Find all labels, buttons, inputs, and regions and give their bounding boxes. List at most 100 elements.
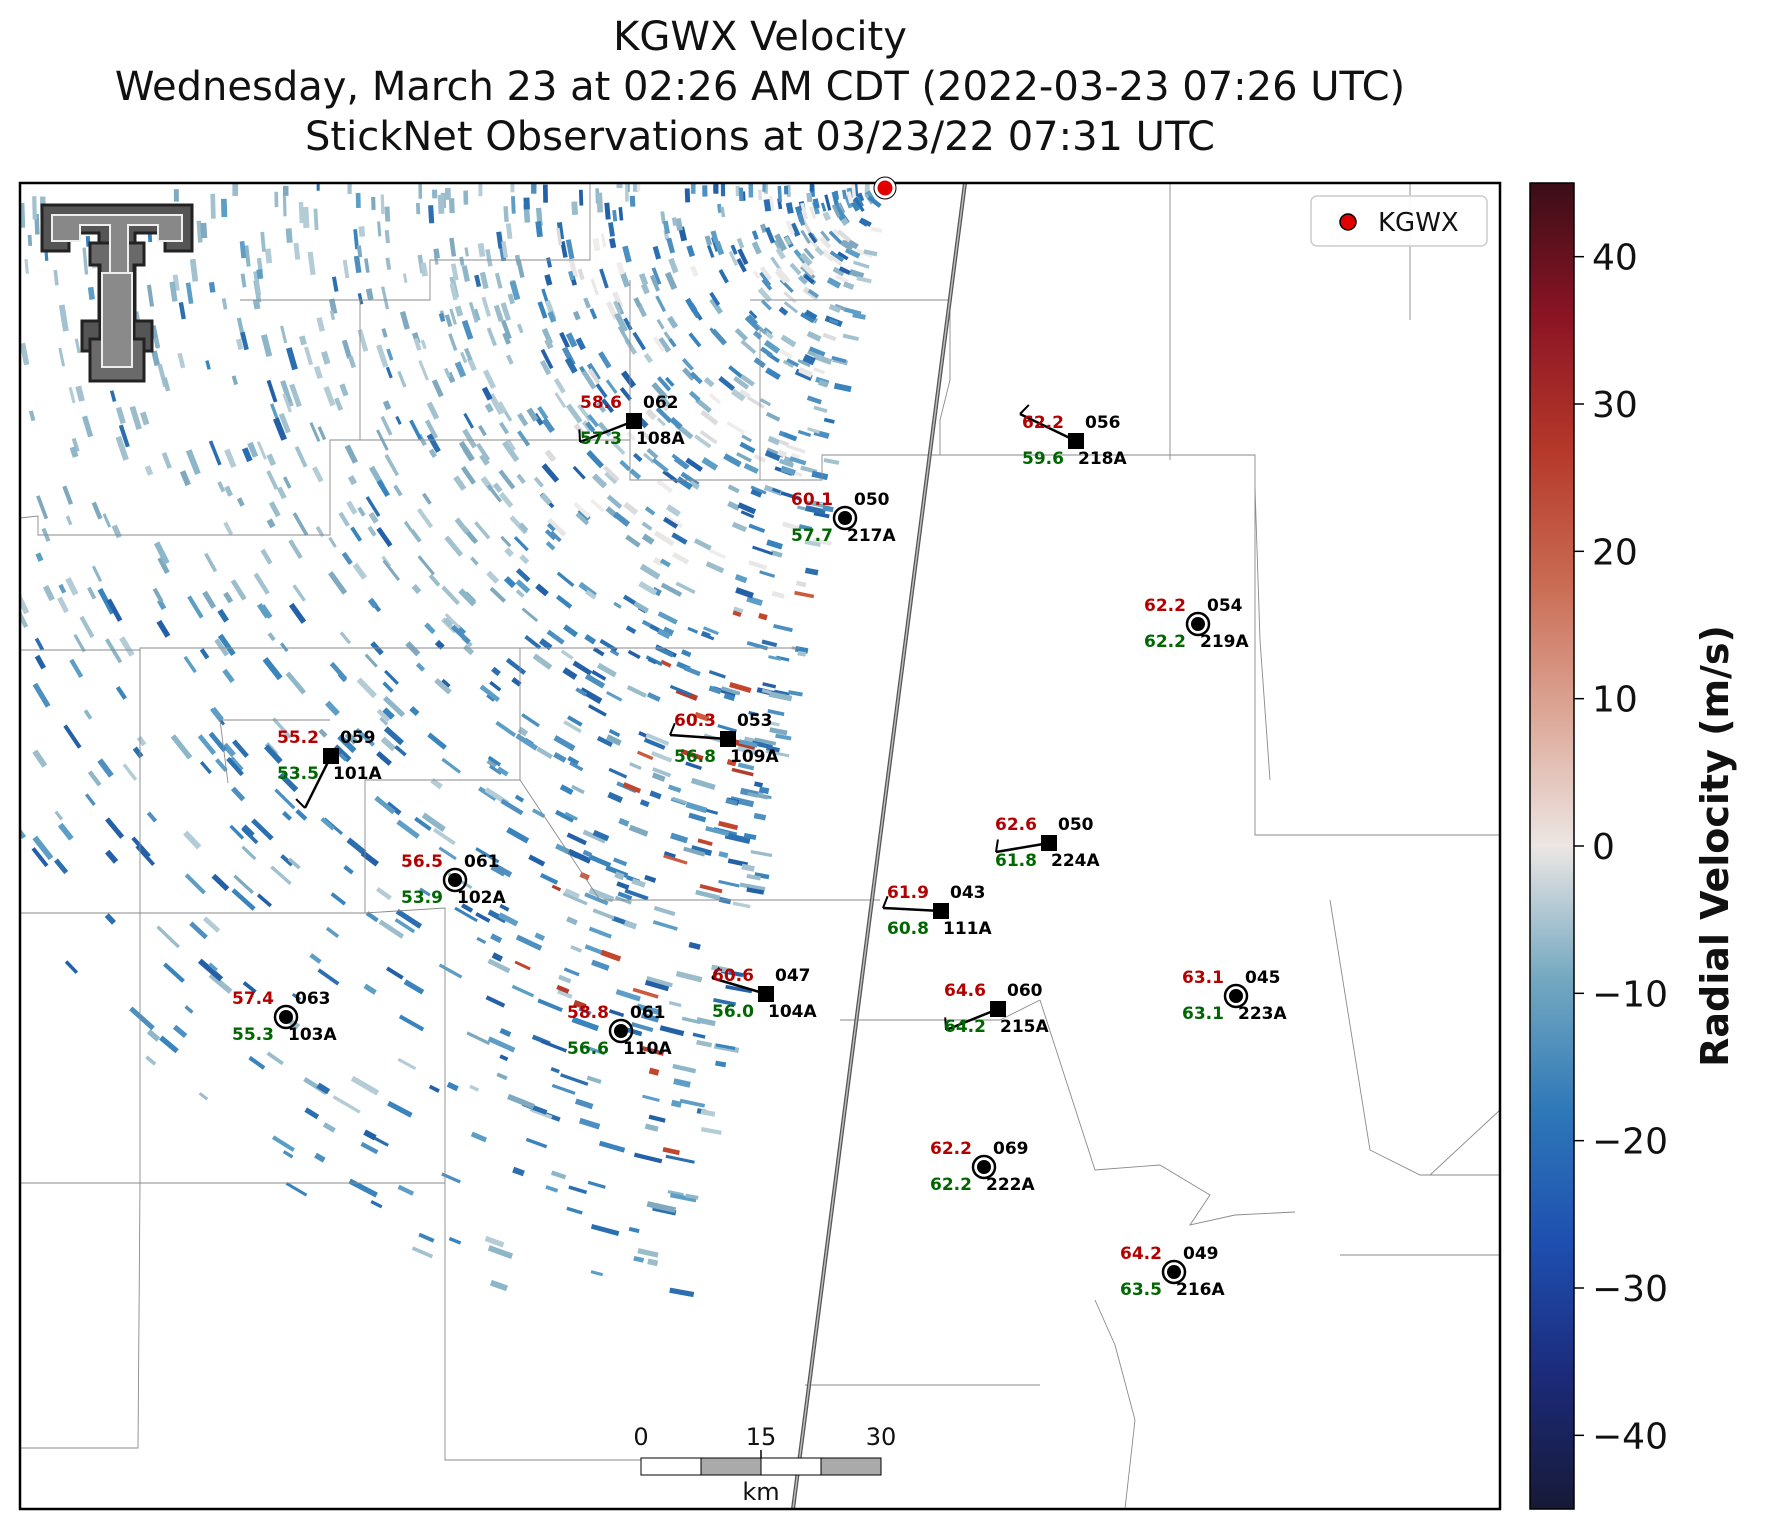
texas-tech-double-t-logo: [40, 203, 194, 383]
station-dewpoint: 53.9: [401, 888, 443, 908]
station-104A: 60.6 047 56.0 104A: [711, 966, 817, 1022]
station-marker-square: [1068, 433, 1084, 449]
station-marker-square: [323, 748, 339, 764]
station-marker-square: [626, 413, 642, 429]
station-id: 217A: [847, 526, 896, 546]
station-temperature: 62.2: [930, 1139, 972, 1159]
station-marker-calm: [608, 1018, 634, 1044]
station-marker-square: [720, 731, 736, 747]
colorbar-tick-label: 30: [1592, 385, 1638, 426]
scale-label-0: 0: [633, 1423, 648, 1451]
colorbar-tick-label: −30: [1592, 1269, 1668, 1310]
station-215A: 64.6 060 64.2 215A: [944, 981, 1049, 1037]
station-marker-calm: [442, 867, 468, 893]
station-dewpoint: 63.1: [1182, 1004, 1224, 1024]
station-marker-square: [1041, 835, 1057, 851]
station-wind-direction: 059: [340, 728, 376, 748]
colorbar-tick-label: −20: [1592, 1122, 1668, 1163]
station-wind-direction: 061: [464, 852, 500, 872]
wind-barb: [303, 755, 333, 809]
station-dewpoint: 61.8: [995, 851, 1037, 871]
wind-barb: [995, 841, 1050, 854]
station-temperature: 64.6: [944, 981, 986, 1001]
legend-marker: [1339, 213, 1357, 231]
station-dewpoint: 62.2: [930, 1175, 972, 1195]
station-dewpoint: 63.5: [1120, 1280, 1162, 1300]
station-id: 104A: [768, 1002, 817, 1022]
station-id: 216A: [1176, 1280, 1225, 1300]
station-110A: 58.8 061 56.6 110A: [567, 1003, 672, 1059]
station-dewpoint: 56.0: [712, 1002, 754, 1022]
title-line-1: KGWX Velocity: [613, 14, 907, 60]
station-id: 222A: [986, 1175, 1035, 1195]
wind-barb: [669, 733, 729, 741]
station-dewpoint: 56.6: [567, 1039, 609, 1059]
scale-bar: 0 15 30 km: [633, 1423, 896, 1506]
station-id: 215A: [1000, 1017, 1049, 1037]
station-wind-direction: 056: [1085, 413, 1121, 433]
station-109A: 60.3 053 56.8 109A: [669, 711, 779, 767]
wind-barb: [945, 1007, 999, 1032]
wind-barb: [711, 976, 767, 996]
station-id: 110A: [623, 1039, 672, 1059]
station-id: 108A: [636, 429, 685, 449]
title-line-2: Wednesday, March 23 at 02:26 AM CDT (202…: [114, 64, 1406, 110]
station-id: 103A: [288, 1025, 337, 1045]
station-temperature: 60.3: [674, 711, 716, 731]
legend-label: KGWX: [1378, 208, 1459, 238]
station-223A: 63.1 045 63.1 223A: [1182, 968, 1287, 1024]
station-108A: 58.6 062 57.3 108A: [578, 393, 685, 449]
station-marker-calm: [971, 1154, 997, 1180]
station-temperature: 60.1: [791, 490, 833, 510]
station-wind-direction: 050: [1058, 815, 1094, 835]
station-216A: 64.2 049 63.5 216A: [1120, 1244, 1225, 1300]
colorbar-gradient: [1529, 182, 1575, 1510]
map-frame: [18, 181, 1502, 1511]
station-wind-direction: 063: [295, 989, 331, 1009]
station-dewpoint: 64.2: [944, 1017, 986, 1037]
radar-velocity-field: [20, 183, 883, 1298]
station-dewpoint: 55.3: [232, 1025, 274, 1045]
station-id: 111A: [943, 919, 992, 939]
legend-box: KGWX: [1310, 195, 1488, 247]
station-marker-square: [758, 986, 774, 1002]
colorbar-ticks: 40 30 20 10 0 −10 −20 −30 −40: [1574, 238, 1668, 1457]
station-wind-direction: 049: [1183, 1244, 1219, 1264]
colorbar-tick-label: 10: [1592, 680, 1638, 721]
scale-label-30: 30: [866, 1423, 897, 1451]
station-id: 102A: [457, 888, 506, 908]
station-marker-calm: [1223, 983, 1249, 1009]
station-111A: 61.9 043 60.8 111A: [882, 883, 992, 939]
station-marker-square: [933, 903, 949, 919]
station-217A: 60.1 050 57.7 217A: [791, 490, 896, 546]
station-temperature: 58.8: [567, 1003, 609, 1023]
station-temperature: 62.2: [1022, 413, 1064, 433]
station-wind-direction: 054: [1207, 596, 1243, 616]
station-marker-calm: [273, 1004, 299, 1030]
station-marker-square: [990, 1001, 1006, 1017]
station-id: 101A: [333, 764, 382, 784]
station-dewpoint: 56.8: [674, 747, 716, 767]
station-wind-direction: 062: [643, 393, 679, 413]
station-wind-direction: 043: [950, 883, 986, 903]
station-id: 224A: [1051, 851, 1100, 871]
station-wind-direction: 060: [1007, 981, 1043, 1001]
station-id: 109A: [730, 747, 779, 767]
wind-barb: [579, 419, 635, 444]
station-temperature: 61.9: [887, 883, 929, 903]
station-wind-direction: 069: [993, 1139, 1029, 1159]
station-222A: 62.2 069 62.2 222A: [930, 1139, 1035, 1195]
title-line-3: StickNet Observations at 03/23/22 07:31 …: [305, 114, 1215, 160]
colorbar-tick-label: −10: [1592, 974, 1668, 1015]
colorbar-tick-label: 20: [1592, 532, 1638, 573]
station-101A: 55.2 059 53.5 101A: [277, 728, 382, 809]
station-temperature: 62.2: [1144, 596, 1186, 616]
station-temperature: 57.4: [232, 989, 274, 1009]
station-id: 219A: [1200, 632, 1249, 652]
colorbar-tick-label: 40: [1592, 238, 1638, 279]
station-dewpoint: 53.5: [277, 764, 319, 784]
station-wind-direction: 061: [630, 1003, 666, 1023]
station-dewpoint: 57.3: [580, 429, 622, 449]
county-boundaries: [20, 183, 1500, 1509]
